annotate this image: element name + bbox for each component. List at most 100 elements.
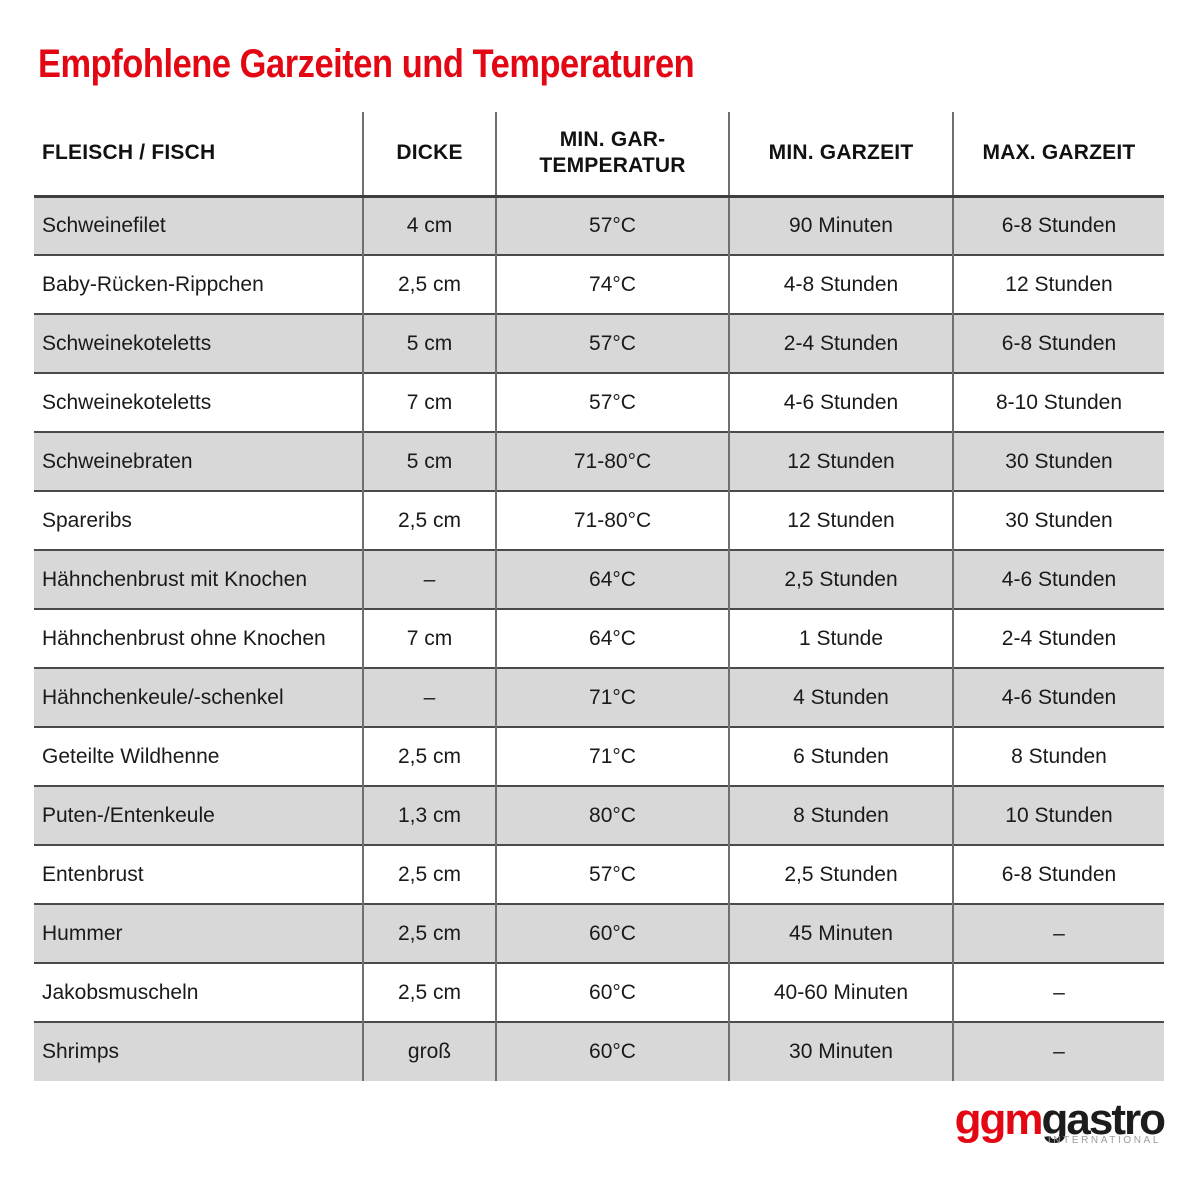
table-cell: 30 Stunden	[952, 490, 1164, 550]
table-cell: 8 Stunden	[728, 785, 953, 845]
table-row: Hummer 2,5 cm 60°C 45 Minuten –	[34, 903, 1164, 963]
table-cell: 30 Minuten	[728, 1021, 953, 1081]
table-cell: 60°C	[495, 962, 729, 1022]
table-cell: 1 Stunde	[728, 608, 953, 668]
garzeiten-table: FLEISCH / FISCH DICKE MIN. GAR- TEMPERAT…	[34, 112, 1164, 1081]
logo-gastro-text: gastro	[1041, 1095, 1166, 1144]
table-cell: Entenbrust	[34, 844, 363, 904]
table-cell: –	[952, 903, 1164, 963]
table-row: Spareribs 2,5 cm 71-80°C 12 Stunden 30 Stund…	[34, 490, 1164, 550]
table-cell: 5 cm	[362, 431, 496, 491]
table-cell: 8 Stunden	[952, 726, 1164, 786]
table-cell: 2,5 Stunden	[728, 844, 953, 904]
column-header-max-garzeit: MAX. GARZEIT	[952, 112, 1164, 198]
table-cell: 7 cm	[362, 608, 496, 668]
table-row: Schweinekoteletts 5 cm 57°C 2-4 Stunden 6-8 …	[34, 313, 1164, 373]
logo-subtitle: INTERNATIONAL	[1047, 1135, 1161, 1146]
table-cell: 12 Stunden	[728, 431, 953, 491]
column-header-dicke: DICKE	[362, 112, 496, 198]
table-cell: groß	[362, 1021, 496, 1081]
table-cell: 30 Stunden	[952, 431, 1164, 491]
table-cell: 64°C	[495, 549, 729, 609]
column-header-fleisch-fisch: FLEISCH / FISCH	[34, 112, 363, 198]
table-cell: 12 Stunden	[952, 254, 1164, 314]
table-row: Geteilte Wildhenne 2,5 cm 71°C 6 Stunden 8 S…	[34, 726, 1164, 786]
table-cell: Hähnchenkeule/-schenkel	[34, 667, 363, 727]
table-body: Schweinefilet 4 cm 57°C 90 Minuten 6-8 Stund…	[34, 196, 1164, 1081]
table-cell: 6-8 Stunden	[952, 196, 1164, 255]
table-cell: 4-6 Stunden	[952, 667, 1164, 727]
table-cell: 71°C	[495, 726, 729, 786]
table-cell: 4 cm	[362, 196, 496, 255]
table-cell: Jakobsmuscheln	[34, 962, 363, 1022]
table-row: Hähnchenbrust ohne Knochen 7 cm 64°C 1 Stun…	[34, 608, 1164, 668]
table-cell: Schweinefilet	[34, 196, 363, 255]
table-cell: 2,5 cm	[362, 726, 496, 786]
table-cell: 12 Stunden	[728, 490, 953, 550]
table-cell: 7 cm	[362, 372, 496, 432]
column-header-min-garzeit: MIN. GARZEIT	[728, 112, 953, 198]
table-cell: 71°C	[495, 667, 729, 727]
table-cell: 57°C	[495, 372, 729, 432]
table-cell: 4-6 Stunden	[952, 549, 1164, 609]
table-cell: 60°C	[495, 1021, 729, 1081]
table-cell: 1,3 cm	[362, 785, 496, 845]
table-cell: 2-4 Stunden	[728, 313, 953, 373]
table-cell: 4 Stunden	[728, 667, 953, 727]
table-row: Schweinebraten 5 cm 71-80°C 12 Stunden 30 St…	[34, 431, 1164, 491]
table-cell: Hummer	[34, 903, 363, 963]
table-cell: Schweinebraten	[34, 431, 363, 491]
table-cell: 8-10 Stunden	[952, 372, 1164, 432]
table-cell: Geteilte Wildhenne	[34, 726, 363, 786]
table-cell: Hähnchenbrust mit Knochen	[34, 549, 363, 609]
table-cell: 57°C	[495, 196, 729, 255]
table-row: Hähnchenbrust mit Knochen –64°C 2,5 Stunde…	[34, 549, 1164, 609]
table-cell: Schweinekoteletts	[34, 313, 363, 373]
table-cell: 2,5 cm	[362, 962, 496, 1022]
table-cell: 64°C	[495, 608, 729, 668]
table-cell: 6 Stunden	[728, 726, 953, 786]
table-cell: Schweinekoteletts	[34, 372, 363, 432]
table-cell: 2-4 Stunden	[952, 608, 1164, 668]
table-cell: 60°C	[495, 903, 729, 963]
table-header-row: FLEISCH / FISCH DICKE MIN. GAR- TEMPERAT…	[34, 112, 1164, 198]
table-cell: 10 Stunden	[952, 785, 1164, 845]
table-cell: –	[952, 962, 1164, 1022]
table-row: Jakobsmuscheln 2,5 cm 60°C 40-60 Minuten –	[34, 962, 1164, 1022]
table-row: Shrimps groß 60°C 30 Minuten –	[34, 1021, 1164, 1081]
table-row: Hähnchenkeule/-schenkel –71°C 4 Stunden 4-6…	[34, 667, 1164, 727]
logo-ggm-text: ggm	[954, 1095, 1044, 1144]
table-cell: –	[362, 549, 496, 609]
table-cell: 57°C	[495, 313, 729, 373]
table-cell: 4-6 Stunden	[728, 372, 953, 432]
table-cell: 45 Minuten	[728, 903, 953, 963]
column-header-min-gartemperatur: MIN. GAR- TEMPERATUR	[495, 112, 729, 198]
table-cell: Shrimps	[34, 1021, 363, 1081]
table-cell: 71-80°C	[495, 490, 729, 550]
table-cell: 71-80°C	[495, 431, 729, 491]
table-row: Schweinefilet 4 cm 57°C 90 Minuten 6-8 Stund…	[34, 196, 1164, 255]
page-title: Empfohlene Garzeiten und Temperaturen	[38, 42, 695, 86]
table-cell: –	[952, 1021, 1164, 1081]
logo-wordmark: ggmgastro	[954, 1095, 1166, 1144]
table-cell: 2,5 cm	[362, 254, 496, 314]
table-row: Entenbrust 2,5 cm 57°C 2,5 Stunden 6-8 Stund…	[34, 844, 1164, 904]
table-cell: 6-8 Stunden	[952, 313, 1164, 373]
table-row: Schweinekoteletts 7 cm 57°C 4-6 Stunden 8-10…	[34, 372, 1164, 432]
table-cell: 4-8 Stunden	[728, 254, 953, 314]
table-cell: 74°C	[495, 254, 729, 314]
table-cell: 57°C	[495, 844, 729, 904]
table-cell: 2,5 cm	[362, 844, 496, 904]
ggmgastro-logo: ggmgastro INTERNATIONAL	[954, 1095, 1166, 1147]
table-cell: 80°C	[495, 785, 729, 845]
table-cell: 40-60 Minuten	[728, 962, 953, 1022]
table-cell: 5 cm	[362, 313, 496, 373]
table-cell: 90 Minuten	[728, 196, 953, 255]
table-cell: Spareribs	[34, 490, 363, 550]
table-cell: 2,5 cm	[362, 490, 496, 550]
table-cell: Puten-/Entenkeule	[34, 785, 363, 845]
table-cell: –	[362, 667, 496, 727]
table-header: FLEISCH / FISCH DICKE MIN. GAR- TEMPERAT…	[34, 112, 1164, 198]
table-cell: 2,5 cm	[362, 903, 496, 963]
table-row: Puten-/Entenkeule 1,3 cm 80°C 8 Stunden 10 S…	[34, 785, 1164, 845]
